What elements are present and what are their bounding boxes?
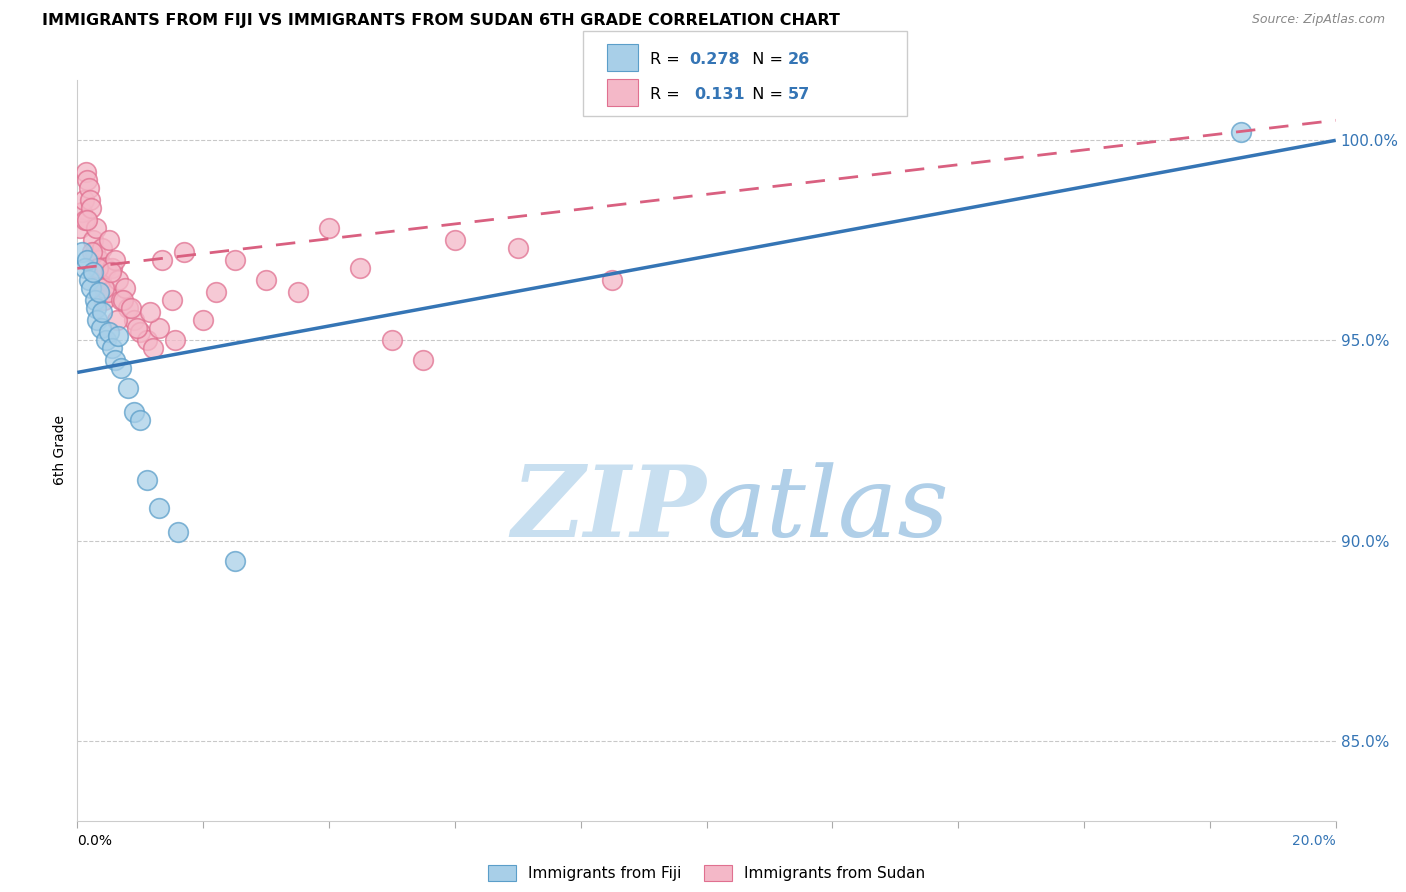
Point	[73, 213, 96, 227]
Point	[287, 285, 309, 300]
Point	[142, 342, 165, 356]
Point	[150, 253, 173, 268]
Point	[120, 301, 142, 316]
Point	[69, 221, 91, 235]
Point	[84, 293, 107, 308]
Text: 0.278: 0.278	[689, 53, 740, 68]
Point	[135, 334, 157, 348]
Point	[122, 405, 145, 419]
Point	[224, 553, 246, 567]
Text: R =: R =	[650, 87, 689, 103]
Point	[127, 321, 149, 335]
Text: 0.131: 0.131	[695, 87, 745, 103]
Point	[86, 261, 108, 276]
Point	[76, 213, 98, 227]
Point	[76, 253, 98, 268]
Point	[148, 501, 170, 516]
Point	[254, 273, 277, 287]
Point	[84, 221, 107, 235]
Point	[75, 165, 97, 179]
Point	[80, 202, 103, 216]
Point	[110, 293, 132, 308]
Point	[94, 334, 117, 348]
Point	[97, 233, 120, 247]
Point	[349, 261, 371, 276]
Point	[80, 245, 103, 260]
Legend: Immigrants from Fiji, Immigrants from Sudan: Immigrants from Fiji, Immigrants from Su…	[482, 859, 931, 887]
Point	[148, 321, 170, 335]
Point	[93, 281, 115, 295]
Point	[381, 334, 404, 348]
Text: N =: N =	[742, 53, 789, 68]
Point	[91, 241, 114, 255]
Point	[94, 261, 117, 276]
Point	[86, 313, 108, 327]
Point	[600, 273, 623, 287]
Point	[104, 253, 127, 268]
Point	[77, 181, 100, 195]
Point	[97, 326, 120, 340]
Point	[89, 253, 111, 268]
Point	[79, 194, 101, 208]
Point	[72, 205, 94, 219]
Point	[93, 293, 115, 308]
Point	[129, 413, 152, 427]
Point	[90, 321, 112, 335]
Point	[117, 381, 139, 395]
Point	[72, 245, 94, 260]
Point	[412, 353, 434, 368]
Point	[72, 194, 94, 208]
Text: R =: R =	[650, 53, 685, 68]
Text: atlas: atlas	[707, 462, 949, 558]
Point	[167, 525, 190, 540]
Text: 0.0%: 0.0%	[77, 834, 112, 848]
Point	[80, 281, 103, 295]
Point	[84, 301, 107, 316]
Point	[138, 305, 160, 319]
Point	[96, 285, 118, 300]
Point	[87, 261, 110, 276]
Point	[444, 233, 467, 247]
Text: ZIP: ZIP	[512, 461, 707, 558]
Text: N =: N =	[742, 87, 789, 103]
Point	[129, 326, 152, 340]
Point	[112, 293, 135, 308]
Point	[91, 305, 114, 319]
Point	[82, 233, 104, 247]
Point	[163, 334, 186, 348]
Point	[117, 301, 139, 316]
Point	[84, 245, 107, 260]
Text: Source: ZipAtlas.com: Source: ZipAtlas.com	[1251, 13, 1385, 27]
Point	[105, 313, 128, 327]
Text: 26: 26	[787, 53, 810, 68]
Point	[107, 329, 129, 343]
Point	[135, 474, 157, 488]
Point	[191, 313, 215, 327]
Point	[160, 293, 183, 308]
Point	[89, 285, 111, 300]
Point	[122, 313, 145, 327]
Point	[107, 273, 129, 287]
Point	[100, 265, 122, 279]
Point	[114, 281, 136, 295]
Point	[318, 221, 340, 235]
Point	[104, 353, 127, 368]
Point	[224, 253, 246, 268]
Text: IMMIGRANTS FROM FIJI VS IMMIGRANTS FROM SUDAN 6TH GRADE CORRELATION CHART: IMMIGRANTS FROM FIJI VS IMMIGRANTS FROM …	[42, 13, 839, 29]
Point	[110, 361, 132, 376]
Point	[82, 265, 104, 279]
Point	[173, 245, 195, 260]
Y-axis label: 6th Grade: 6th Grade	[53, 416, 67, 485]
Point	[506, 241, 529, 255]
Point	[204, 285, 226, 300]
Point	[1230, 125, 1253, 139]
Point	[77, 273, 100, 287]
Text: 57: 57	[787, 87, 810, 103]
Point	[73, 261, 96, 276]
Point	[101, 342, 124, 356]
Point	[101, 261, 124, 276]
Point	[76, 173, 98, 187]
Point	[90, 273, 112, 287]
Text: 20.0%: 20.0%	[1292, 834, 1336, 848]
